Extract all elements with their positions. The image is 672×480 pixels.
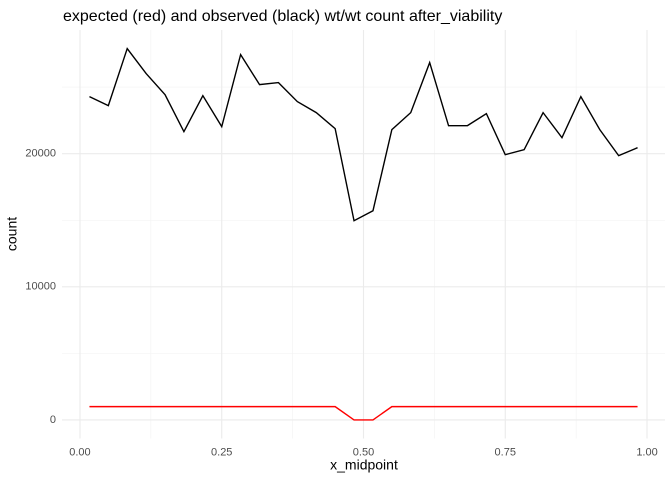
chart-title: expected (red) and observed (black) wt/w… (63, 8, 502, 25)
x-tick-label: 0.50 (353, 446, 374, 458)
x-tick-label: 0.75 (495, 446, 516, 458)
y-axis-title: count (4, 217, 20, 251)
x-tick-label: 0.00 (69, 446, 90, 458)
y-tick-label: 0 (50, 414, 56, 426)
series-line (89, 47, 638, 222)
x-axis-title: x_midpoint (330, 457, 398, 473)
x-tick-label: 1.00 (636, 446, 657, 458)
y-tick-label: 20000 (25, 148, 56, 160)
y-tick-label: 10000 (25, 281, 56, 293)
series-line (89, 405, 638, 421)
x-tick-label: 0.25 (211, 446, 232, 458)
